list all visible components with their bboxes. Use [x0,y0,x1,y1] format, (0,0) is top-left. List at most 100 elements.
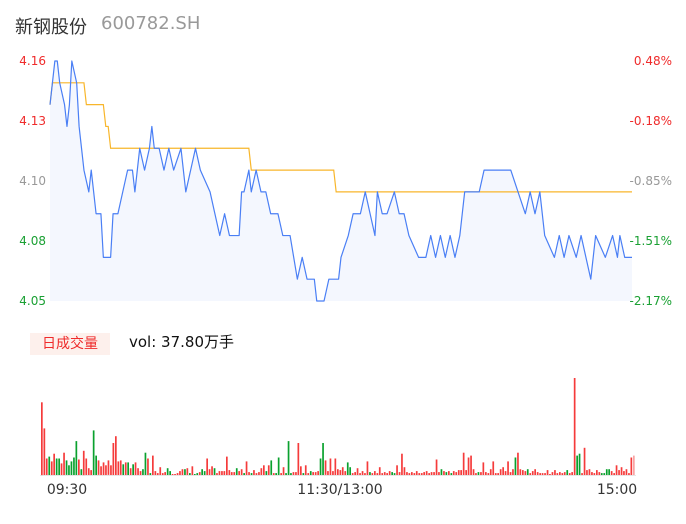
volume-bar [267,465,270,475]
volume-bar [507,461,509,475]
volume-bar [203,471,206,475]
volume-bar [613,473,615,475]
volume-bar [171,474,174,475]
volume-bar [50,461,53,475]
volume-tag[interactable]: 日成交量 [30,333,110,355]
volume-bar [608,469,610,475]
volume-bar [277,457,280,475]
volume-bar [536,472,539,475]
volume-bar [359,473,361,475]
volume-bar [159,467,162,475]
volume-bar [630,457,633,475]
volume-bar [223,471,226,475]
volume-bar [258,472,260,475]
volume-bar [522,470,524,475]
volume-bar [221,471,223,475]
volume-bar [438,472,440,475]
volume-bar [314,472,317,475]
volume-bar [492,461,495,475]
volume-bar [411,472,413,475]
volume-bar [235,468,238,475]
volume-bar [386,473,388,475]
x-tick: 09:30 [47,482,87,498]
volume-bar [332,471,334,475]
volume-bar [549,474,551,475]
volume-bar [134,462,137,475]
volume-bar [443,471,445,475]
volume-bar [415,471,418,475]
volume-bar [566,470,569,475]
volume-bar [198,472,201,475]
volume-bar [578,453,581,475]
volume-bars [40,378,636,476]
volume-bar [396,465,398,475]
volume-bar [499,469,502,475]
volume-bar [610,471,613,475]
volume-bar [450,473,453,475]
volume-bar [60,463,63,475]
volume-bar [633,455,635,475]
volume-bar [129,468,132,475]
volume-bar [280,473,282,475]
volume-bar [366,461,369,475]
volume-bar [68,465,70,475]
y-tick-left: 4.16 [19,54,46,68]
volume-bar [615,465,618,475]
volume-bar [494,473,497,475]
volume-bar [302,473,305,475]
volume-bar [489,469,492,475]
volume-bar [186,468,189,475]
volume-bar [97,460,100,475]
volume-bar [393,473,396,475]
volume-bar [497,473,499,475]
volume-bar [282,467,285,475]
volume-bar [351,473,354,475]
volume-bar [211,466,213,475]
volume-bar [477,472,480,475]
volume-bar [174,474,176,475]
volume-bar [591,472,593,475]
volume-bar [132,464,134,475]
volume-bar [285,473,287,475]
volume-bar [322,443,324,475]
volume-bar [554,470,556,475]
volume-bar [70,461,73,475]
volume-bar [243,473,245,475]
volume-bar [598,472,601,475]
volume-bar [388,471,391,475]
volume-bar [161,473,164,475]
volume-bar [55,458,58,475]
volume-bar [307,473,310,475]
y-tick-right: 0.48% [634,54,672,68]
volume-bar [369,472,371,475]
volume-bar [452,471,455,475]
volume-bar [361,471,364,475]
volume-bar [401,453,403,475]
volume-bar [112,443,115,475]
volume-bar [529,473,532,475]
volume-bar [191,466,194,475]
volume-bar [147,458,149,475]
volume-bar [319,458,322,475]
volume-bar [625,469,628,475]
volume-bar [156,473,159,475]
volume-bar [181,469,184,475]
volume-bar [137,468,139,475]
volume-bar [208,469,211,475]
volume-bar [485,472,487,475]
volume-bar [193,474,196,475]
volume-bar [295,472,297,475]
volume-bar [544,473,546,475]
volume-bar [270,460,273,475]
volume-bar [539,473,541,475]
volume-bar [593,473,596,475]
volume-bar [189,473,191,475]
volume-bar [272,473,275,475]
volume-bar [462,452,465,475]
volume-bar [233,472,236,475]
volume-bar [596,470,598,475]
volume-bar [100,466,102,475]
volume-bar [304,465,307,475]
volume-bar [420,473,423,475]
volume-bar [124,462,127,475]
